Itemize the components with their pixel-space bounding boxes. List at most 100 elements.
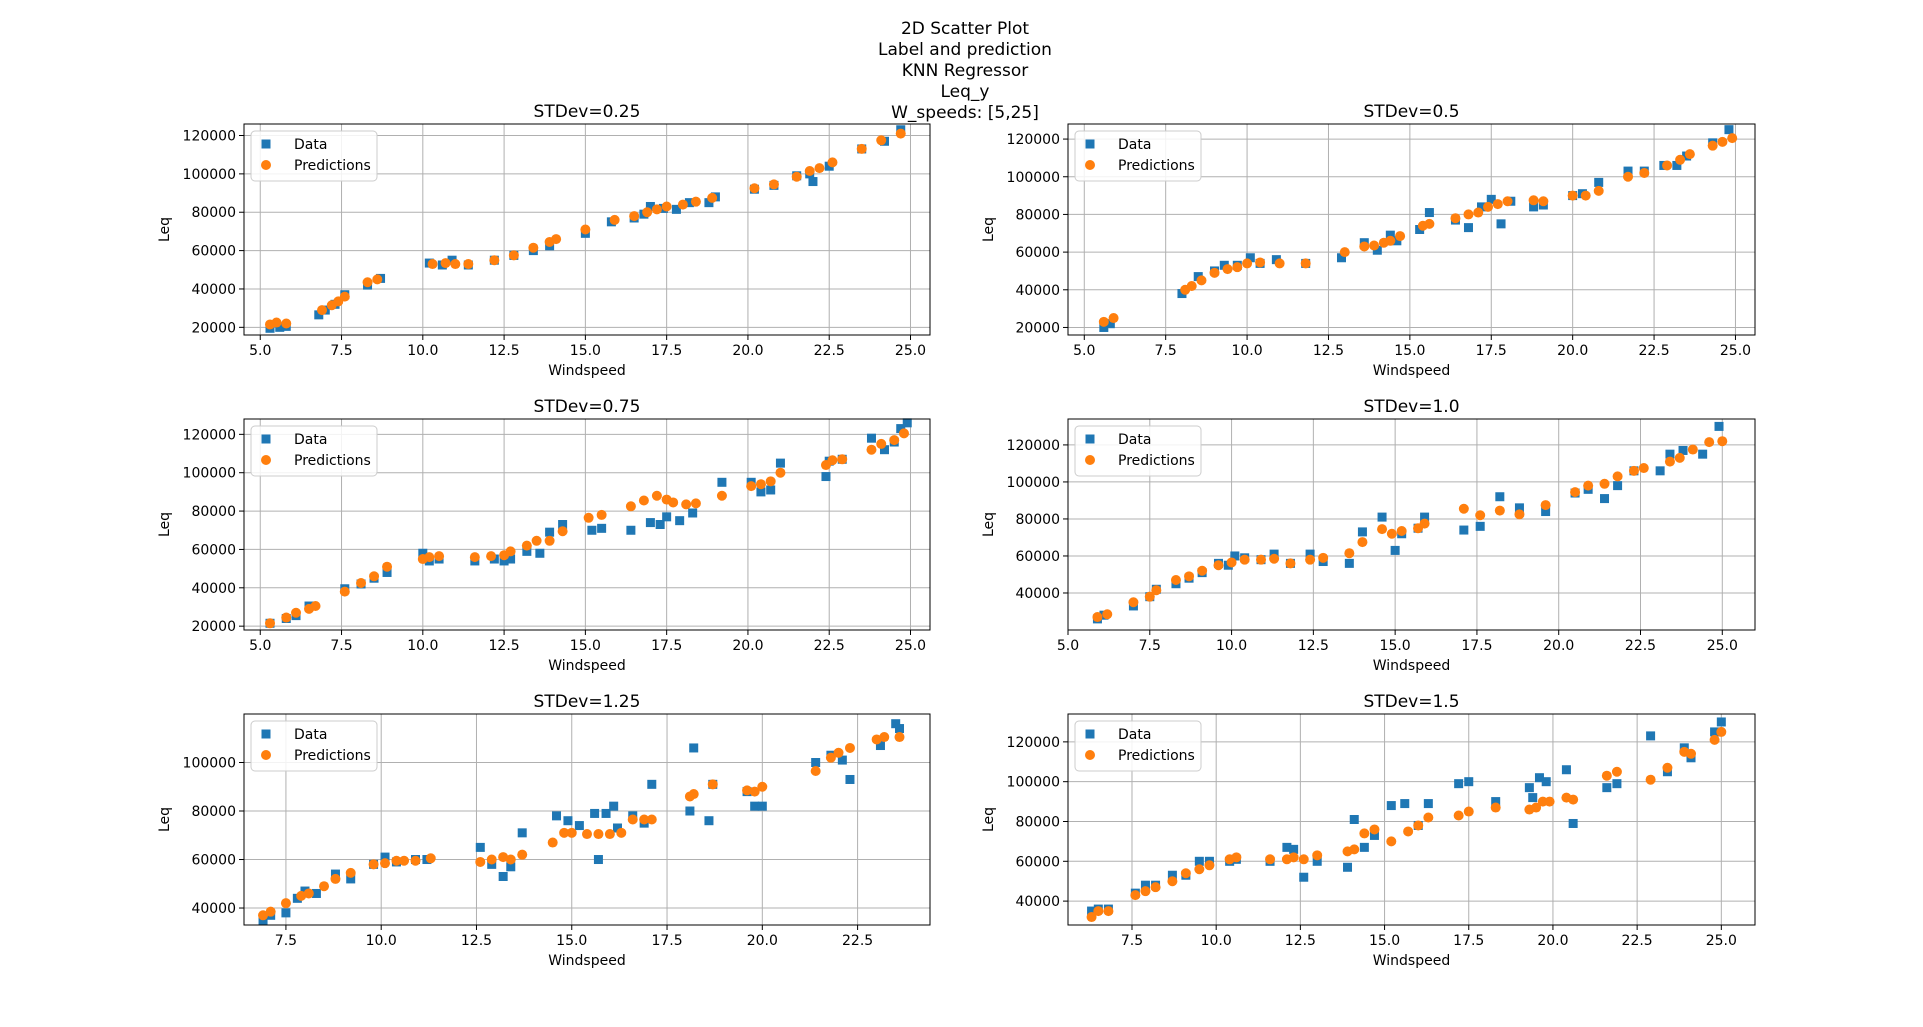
x-tick-label: 20.0 (747, 933, 778, 949)
prediction-point (1265, 854, 1276, 865)
prediction-point (1231, 852, 1242, 863)
data-point (506, 554, 516, 564)
legend-label: Data (294, 727, 327, 743)
legend: Data Predictions (1074, 720, 1202, 772)
prediction-point (265, 618, 276, 629)
prediction-point (303, 888, 314, 899)
prediction-point (1255, 257, 1266, 268)
data-point (685, 806, 695, 816)
data-point (1486, 194, 1496, 204)
axes-frame (243, 123, 931, 336)
prediction-point (291, 607, 302, 618)
y-tick-label: 40000 (1015, 586, 1060, 602)
prediction-point (1093, 906, 1104, 917)
prediction-point (434, 551, 445, 562)
data-point (382, 567, 392, 577)
prediction-point (551, 234, 562, 245)
prediction-point (1151, 585, 1162, 596)
data-point (689, 743, 699, 753)
figure-title: 2D Scatter Plot Label and prediction KNN… (878, 19, 1052, 123)
data-point (1392, 236, 1402, 246)
data-point (1230, 551, 1240, 561)
prediction-point (583, 512, 594, 523)
data-point (1594, 177, 1604, 187)
prediction-point (1528, 195, 1539, 206)
prediction-point (1502, 196, 1513, 207)
legend-box (1074, 130, 1202, 182)
prediction-point (1102, 609, 1113, 620)
data-point (552, 811, 562, 821)
prediction-point (716, 490, 727, 501)
prediction-point (1599, 478, 1610, 489)
prediction-point (557, 526, 568, 537)
y-tick-label: 100000 (1007, 170, 1060, 186)
legend-label: Data (1118, 727, 1151, 743)
data-point (1299, 872, 1309, 882)
data-point (574, 821, 584, 831)
prediction-point (391, 855, 402, 866)
data-point (1724, 125, 1734, 135)
prediction-point (837, 454, 848, 465)
prediction-point (1675, 154, 1686, 165)
data-point (756, 487, 766, 497)
y-tick-label: 80000 (191, 804, 236, 820)
y-tick-label: 20000 (191, 619, 236, 635)
prediction-point (1204, 860, 1215, 871)
prediction-point (879, 732, 890, 743)
data-point (1612, 779, 1622, 789)
prediction-point (1170, 575, 1181, 586)
data-point (626, 525, 636, 535)
prediction-point (1288, 852, 1299, 863)
prediction-point (339, 291, 350, 302)
prediction-point (1473, 207, 1484, 218)
prediction-point (486, 854, 497, 865)
x-tick-label: 20.0 (1537, 933, 1568, 949)
x-tick-label: 22.5 (1622, 933, 1653, 949)
data-point (866, 433, 876, 443)
prediction-point (1086, 912, 1097, 923)
prediction-point (1684, 149, 1695, 160)
data-point (1475, 521, 1485, 531)
prediction-point (749, 786, 760, 797)
prediction-point (1674, 452, 1685, 463)
data-point (1514, 503, 1524, 513)
prediction-point (1709, 734, 1720, 745)
data-point (684, 198, 694, 208)
data-point (902, 418, 912, 428)
data-point (1491, 797, 1501, 807)
data-point (895, 724, 905, 734)
x-tick-label: 20.0 (732, 343, 763, 359)
data-point (704, 198, 714, 208)
data-point (1454, 779, 1464, 789)
prediction-point (1377, 524, 1388, 535)
data-point (346, 874, 356, 884)
prediction-point (690, 498, 701, 509)
y-axis-label: Leq (981, 807, 997, 832)
axes-frame (243, 418, 931, 631)
y-tick-label: 100000 (1007, 775, 1060, 791)
prediction-point (651, 490, 662, 501)
legend: Data Predictions (1074, 425, 1202, 477)
data-point (1714, 421, 1724, 431)
prediction-point (1707, 140, 1718, 151)
prediction-point (1704, 437, 1715, 448)
y-tick-label: 120000 (183, 129, 236, 145)
x-tick-label: 10.0 (1201, 933, 1232, 949)
legend: Data Predictions (1074, 130, 1202, 182)
prediction-point (1298, 854, 1309, 865)
prediction-point (582, 829, 592, 840)
prediction-point (690, 196, 701, 207)
data-point (1099, 322, 1109, 332)
x-tick-label: 25.0 (895, 343, 926, 359)
x-tick-label: 15.0 (1369, 933, 1400, 949)
prediction-point (1222, 264, 1233, 275)
x-tick-label: 15.0 (570, 343, 601, 359)
axes-frame (1067, 713, 1756, 926)
prediction-point (1180, 868, 1191, 879)
prediction-point (566, 827, 577, 838)
prediction-point (810, 765, 821, 776)
predictions-series (265, 428, 909, 629)
data-point (1369, 830, 1379, 840)
data-point (1344, 558, 1354, 568)
prediction-point (1628, 465, 1639, 476)
